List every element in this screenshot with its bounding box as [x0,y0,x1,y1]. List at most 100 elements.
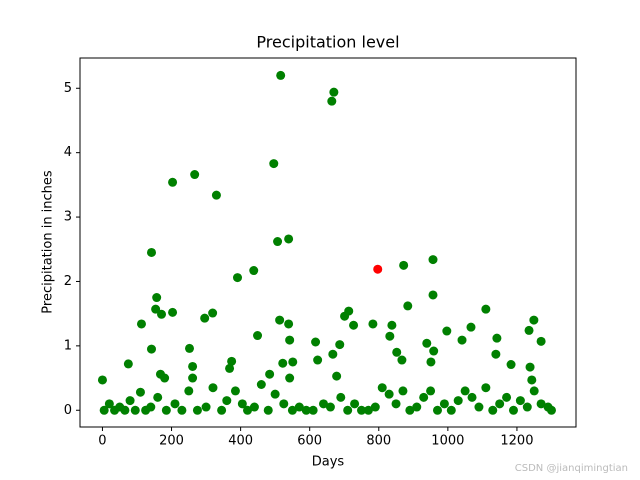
point [177,405,187,415]
point [256,379,266,389]
point [184,343,194,353]
point [123,359,133,369]
point [160,373,170,383]
plot-frame [79,57,577,428]
y-axis-label: Precipitation in inches [41,170,56,314]
point [153,392,163,402]
point [335,340,345,350]
point [308,405,318,415]
point [329,87,339,97]
point [190,170,200,180]
point [502,392,512,402]
point [211,190,221,200]
point [243,405,253,415]
point [385,331,395,341]
point [275,315,285,325]
point [237,399,247,409]
point [357,405,367,415]
point [287,405,297,415]
point [426,357,436,367]
point [332,371,342,381]
point [370,402,380,412]
point [136,319,146,329]
point [515,396,525,406]
point [222,396,232,406]
point [227,356,237,366]
point [506,360,516,370]
point [495,399,505,409]
point [270,389,280,399]
point [157,309,167,319]
point [492,333,502,343]
point [368,319,378,329]
point [412,402,422,412]
x-tick-label: 800 [366,434,391,449]
point [288,357,298,367]
point [184,386,194,396]
point [200,313,210,323]
point [284,319,294,329]
point [442,326,452,336]
point [249,402,259,412]
point [278,358,288,368]
point [135,387,145,397]
point [429,346,439,356]
point [399,260,409,270]
point [146,247,156,257]
point [120,405,130,415]
y-tick-label: 2 [64,274,72,289]
point [439,399,449,409]
point [491,349,501,359]
x-tick-label: 1000 [431,434,464,449]
point [208,308,218,318]
point [529,386,539,396]
point [263,405,273,415]
point [230,386,240,396]
point [269,159,279,169]
x-tick-label: 400 [228,434,253,449]
point [265,369,275,379]
point [467,392,477,402]
point [422,338,432,348]
point [387,320,397,330]
x-tick-label: 0 [98,434,106,449]
point [313,355,323,365]
point [192,405,202,415]
point [403,301,413,311]
point [97,375,107,385]
point [311,337,321,347]
y-tick-label: 0 [64,403,72,418]
point [188,361,198,371]
point [536,399,546,409]
x-tick-label: 1200 [500,434,533,449]
point [488,405,498,415]
point [525,362,535,372]
point [279,399,289,409]
point [146,344,156,354]
chart-title: Precipitation level [256,33,399,52]
point [432,405,442,415]
point [168,177,178,187]
y-tick-label: 5 [64,81,72,96]
point [152,293,162,303]
point [344,306,354,316]
watermark: CSDN @jianqimingtian [515,463,628,474]
point [99,405,109,415]
point [546,405,556,415]
y-tick-label: 3 [64,210,72,225]
point [428,255,438,265]
point [225,363,235,373]
x-tick-label: 200 [159,434,184,449]
point [446,405,456,415]
point [168,307,178,317]
point [481,383,491,393]
point [343,405,353,415]
point [524,325,534,335]
point [391,399,401,409]
point [273,237,283,247]
point [384,389,394,399]
point [285,373,295,383]
point [419,392,429,402]
point [527,375,537,385]
